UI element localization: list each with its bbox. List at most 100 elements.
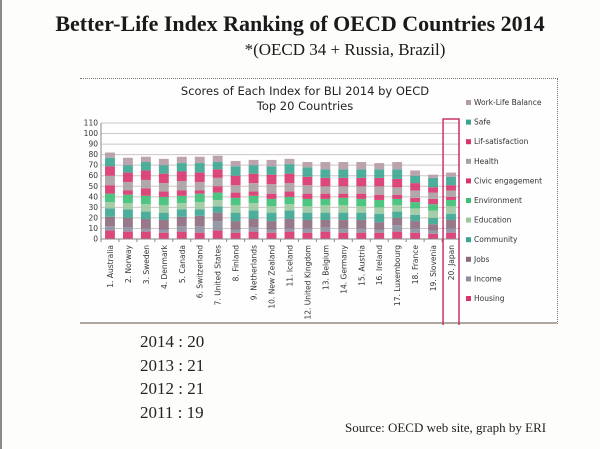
- bar-segment: [158, 196, 169, 206]
- bar-segment: [212, 177, 223, 187]
- bar-segment: [410, 175, 421, 184]
- category-label: 8. Finland: [232, 245, 241, 282]
- category-label: 10. New Zealand: [268, 245, 277, 309]
- bar-segment: [356, 169, 367, 178]
- legend-label: Work-Life Balance: [474, 98, 542, 107]
- bar-segment: [122, 182, 133, 191]
- bar-segment: [194, 163, 205, 173]
- bar-segment: [284, 218, 295, 229]
- bar-segment: [392, 194, 403, 199]
- category-label: 1. Australia: [106, 245, 115, 288]
- bar-segment: [320, 177, 331, 187]
- bar-segment: [230, 197, 241, 206]
- bar-segment: [230, 205, 241, 213]
- bar-segment: [248, 159, 259, 166]
- bar-segment: [266, 166, 277, 175]
- bar-segment: [446, 185, 456, 191]
- bar-segment: [105, 175, 115, 186]
- bar-segment: [428, 187, 439, 193]
- bar-segment: [212, 206, 223, 213]
- bar-segment: [105, 208, 115, 217]
- bar-segment: [446, 196, 456, 200]
- legend-swatch: [466, 256, 471, 262]
- bar-segment: [302, 176, 313, 186]
- bar-segment: [392, 225, 403, 232]
- bar-segment: [266, 232, 277, 239]
- bar-segment: [446, 176, 456, 186]
- bar-segment: [248, 203, 259, 211]
- legend-swatch: [466, 217, 471, 223]
- bar-segment: [410, 221, 421, 229]
- bar-segment: [410, 208, 421, 215]
- bar-segment: [176, 226, 187, 232]
- bar-segment: [320, 162, 331, 170]
- bar-segment: [428, 233, 439, 239]
- bar-segment: [158, 173, 169, 184]
- bar-segment: [266, 174, 277, 185]
- bar-segment: [248, 183, 259, 192]
- bar-segment: [338, 220, 349, 229]
- bar-segment: [194, 232, 205, 239]
- bar-segment: [374, 199, 385, 208]
- bar-segment: [374, 229, 385, 233]
- bar-segment: [410, 197, 421, 203]
- category-label: 5. Canada: [178, 245, 187, 283]
- bar-segment: [446, 190, 456, 197]
- legend-label: Community: [474, 235, 518, 244]
- bar-segment: [320, 205, 331, 213]
- bar-segment: [176, 171, 187, 181]
- bar-segment: [356, 162, 367, 170]
- bar-segment: [338, 212, 349, 221]
- slide-left-border: [0, 0, 2, 449]
- y-tick-label: 60: [88, 171, 98, 180]
- bar-segment: [194, 172, 205, 183]
- bar-segment: [446, 213, 456, 221]
- bar-segment: [374, 232, 385, 239]
- bar-segment: [158, 220, 169, 230]
- bar-segment: [374, 194, 385, 200]
- bar-segment: [212, 199, 223, 207]
- bar-segment: [320, 193, 331, 199]
- bar-segment: [194, 190, 205, 194]
- bar-segment: [338, 232, 349, 239]
- y-tick-label: 70: [88, 161, 98, 170]
- bar-segment: [248, 195, 259, 204]
- bar-segment: [446, 172, 456, 177]
- bar-segment: [374, 169, 385, 178]
- bar-segment: [140, 204, 151, 212]
- category-label: 19. Slovenia: [429, 245, 438, 291]
- bar-segment: [212, 162, 223, 170]
- bar-segment: [428, 230, 439, 234]
- category-label: 12. United Kingdom: [303, 245, 312, 320]
- bar-segment: [392, 217, 403, 226]
- bar-segment: [248, 173, 259, 184]
- bar-segment: [105, 152, 115, 158]
- legend-label: Education: [474, 216, 512, 225]
- bar-segment: [356, 193, 367, 199]
- bar-segment: [356, 228, 367, 233]
- bar-segment: [105, 216, 115, 227]
- slide-title: Better-Life Index Ranking of OECD Countr…: [55, 11, 545, 36]
- rank-2012: 2012 : 21: [140, 379, 205, 398]
- legend-swatch: [466, 296, 471, 301]
- bar-segment: [410, 190, 421, 198]
- bar-segment: [410, 202, 421, 209]
- bar-segment: [338, 205, 349, 213]
- bar-segment: [140, 218, 151, 229]
- bar-segment: [410, 232, 421, 239]
- legend-label: Lif-satisfaction: [474, 137, 529, 146]
- bar-segment: [248, 231, 259, 239]
- bar-segment: [320, 212, 331, 221]
- legend-label: Jobs: [473, 255, 490, 264]
- bar-segment: [320, 231, 331, 239]
- rank-2014: 2014 : 20: [140, 332, 205, 351]
- category-label: 16. Ireland: [375, 245, 384, 285]
- bar-segment: [284, 196, 295, 205]
- legend-label: Safe: [474, 118, 491, 127]
- bar-segment: [194, 215, 205, 227]
- bar-segment: [428, 224, 439, 231]
- bar-segment: [105, 166, 115, 176]
- chart-subtitle: Top 20 Countries: [256, 99, 354, 113]
- bar-segment: [428, 204, 439, 211]
- bar-segment: [158, 158, 169, 166]
